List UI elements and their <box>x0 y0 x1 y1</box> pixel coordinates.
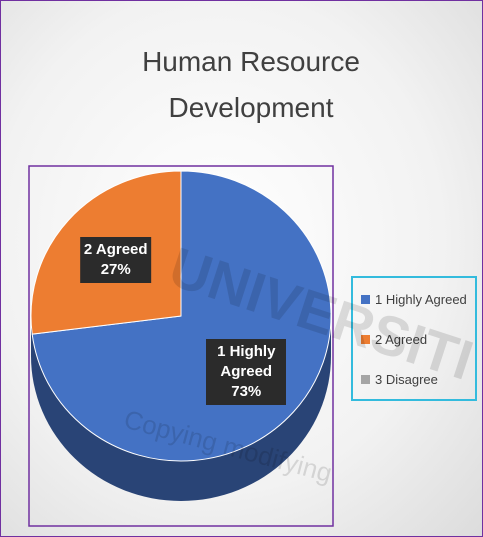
data-label: 1 Highly Agreed 73% <box>206 338 287 405</box>
data-label-value: 27% <box>100 261 131 279</box>
legend-swatch <box>361 375 370 384</box>
data-label-value: 73% <box>231 382 262 400</box>
legend-swatch <box>361 295 370 304</box>
legend-label: 3 Disagree <box>375 372 438 387</box>
plot-area <box>28 165 334 527</box>
legend-label: 1 Highly Agreed <box>375 292 467 307</box>
chart-title: Human Resource Development <box>142 46 360 123</box>
legend-item: 1 Highly Agreed <box>361 292 467 307</box>
legend-item: 3 Disagree <box>361 372 438 387</box>
legend-item: 2 Agreed <box>361 332 427 347</box>
legend-swatch <box>361 335 370 344</box>
data-label-category: 2 Agreed <box>83 241 148 259</box>
legend-label: 2 Agreed <box>375 332 428 347</box>
legend: 1 Highly Agreed 2 Agreed 3 Disagree <box>351 276 477 401</box>
data-label: 2 Agreed 27% <box>79 237 152 284</box>
data-label-category: 1 Highly Agreed <box>217 342 276 380</box>
